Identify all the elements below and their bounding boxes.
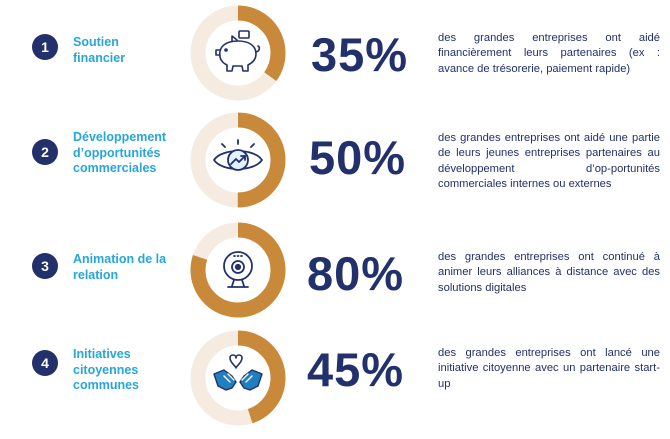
row-number-badge: 1 xyxy=(32,34,58,60)
donut-arc xyxy=(190,222,286,318)
eye-growth-icon xyxy=(213,139,263,171)
row-number-badge: 2 xyxy=(32,139,58,165)
percent-value: 45% xyxy=(306,343,405,396)
donut-arc xyxy=(190,112,286,208)
row-title: Animation de la relation xyxy=(73,252,167,282)
row-number-badge: 4 xyxy=(32,350,58,376)
stat-row-3: 3 Animation de la relation 80% des grand… xyxy=(0,220,670,320)
donut-chart-3 xyxy=(190,222,286,318)
percent-value: 50% xyxy=(308,131,407,184)
donut-chart-2 xyxy=(190,112,286,208)
percent-value: 80% xyxy=(306,247,405,300)
row-description: des grandes entreprises ont lancé une in… xyxy=(438,347,660,390)
row-description: des grandes entreprises ont aidé une par… xyxy=(438,132,660,190)
donut-chart-4 xyxy=(190,330,286,426)
row-title: Initiatives citoyennes communes xyxy=(73,347,139,392)
webcam-icon xyxy=(223,251,253,288)
stat-row-1: 1 Soutien financier 35% des grandes entr… xyxy=(0,3,670,103)
stat-row-2: 2 Développement d’opportunités commercia… xyxy=(0,110,670,210)
hands-heart-icon xyxy=(213,354,263,391)
stat-row-4: 4 Initiatives citoyennes communes 45% de… xyxy=(0,328,670,428)
row-title: Développement d’opportunités commerciale… xyxy=(73,130,167,175)
row-description: des grandes entreprises ont continué à a… xyxy=(438,251,660,294)
donut-arc xyxy=(190,330,286,426)
piggy-bank-icon xyxy=(215,30,261,72)
row-number-badge: 3 xyxy=(32,253,58,279)
row-title: Soutien financier xyxy=(73,35,126,65)
percent-value: 35% xyxy=(310,28,409,81)
donut-chart-1 xyxy=(190,5,286,101)
row-description: des grandes entreprises ont aidé financi… xyxy=(438,32,660,75)
donut-arc xyxy=(190,5,286,101)
